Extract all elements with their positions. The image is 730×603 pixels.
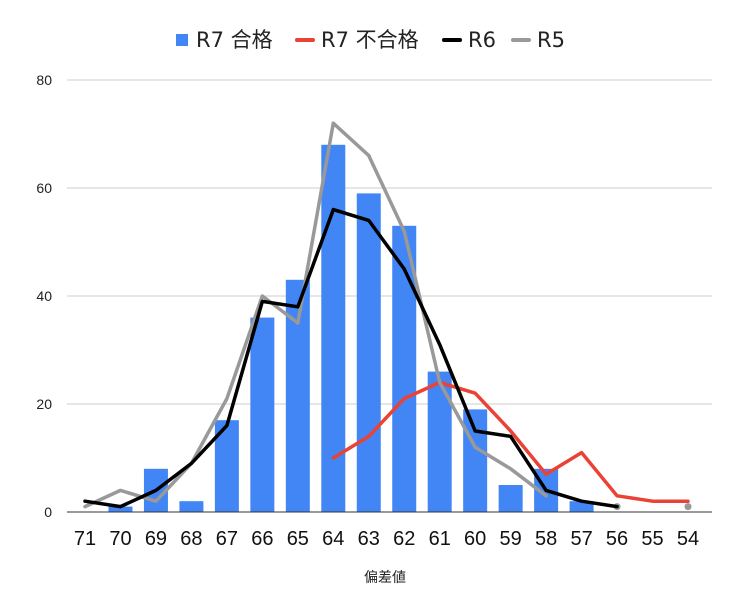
x-tick-label: 59 xyxy=(500,528,522,550)
legend-item: R7 合格 xyxy=(176,28,273,52)
y-tick-label: 20 xyxy=(36,396,52,412)
legend-item: R6 xyxy=(442,28,496,52)
bar xyxy=(250,317,275,512)
legend-item: R7 不合格 xyxy=(295,28,419,52)
line-point xyxy=(684,503,692,511)
gridlines xyxy=(67,79,712,405)
x-tick-label: 63 xyxy=(358,528,380,550)
x-tick-label: 67 xyxy=(216,528,238,550)
legend: R7 合格 R7 不合格 R6 R5 xyxy=(176,28,565,52)
legend-label: R6 xyxy=(468,28,496,52)
y-axis: 0 20 40 60 80 xyxy=(36,72,52,520)
legend-label: R7 合格 xyxy=(196,28,273,52)
line-series xyxy=(83,121,692,511)
x-tick-label: 71 xyxy=(74,528,96,550)
legend-swatch xyxy=(176,34,188,46)
line-series-R7 不合格 xyxy=(331,380,690,503)
bar xyxy=(179,501,204,512)
bar xyxy=(427,371,452,512)
x-tick-label: 62 xyxy=(393,528,415,550)
bar-series xyxy=(108,144,594,513)
bar xyxy=(498,485,523,512)
x-tick-label: 58 xyxy=(535,528,557,550)
x-axis-label: 偏差値 xyxy=(364,570,406,586)
x-tick-label: 64 xyxy=(322,528,344,550)
x-tick-label: 69 xyxy=(145,528,167,550)
x-tick-label: 60 xyxy=(464,528,486,550)
series-line xyxy=(83,121,548,509)
bar xyxy=(569,501,594,512)
series-line xyxy=(331,380,690,503)
x-tick-label: 61 xyxy=(429,528,451,550)
line-series-R6 xyxy=(83,207,619,509)
x-tick-label: 68 xyxy=(180,528,202,550)
bar xyxy=(108,506,133,512)
legend-item: R5 xyxy=(511,28,565,52)
bar xyxy=(463,409,488,512)
x-tick-label: 70 xyxy=(109,528,131,550)
y-tick-label: 40 xyxy=(36,288,52,304)
bar xyxy=(321,144,346,513)
x-tick-label: 57 xyxy=(570,528,592,550)
bar xyxy=(356,193,381,512)
y-tick-label: 60 xyxy=(36,180,52,196)
x-tick-label: 56 xyxy=(606,528,628,550)
x-tick-label: 65 xyxy=(287,528,309,550)
bar xyxy=(392,225,417,513)
y-tick-label: 80 xyxy=(36,72,52,88)
line-series-R5 xyxy=(83,121,692,511)
x-axis: 71 70 69 68 67 66 65 64 63 62 61 60 59 58 57 56 55 54 xyxy=(67,511,712,550)
series-line xyxy=(83,207,619,509)
legend-label: R5 xyxy=(537,28,565,52)
x-tick-label: 54 xyxy=(677,528,699,550)
x-tick-label: 66 xyxy=(251,528,273,550)
x-tick-label: 55 xyxy=(641,528,663,550)
legend-label: R7 不合格 xyxy=(321,28,419,52)
y-tick-label: 0 xyxy=(44,504,52,520)
